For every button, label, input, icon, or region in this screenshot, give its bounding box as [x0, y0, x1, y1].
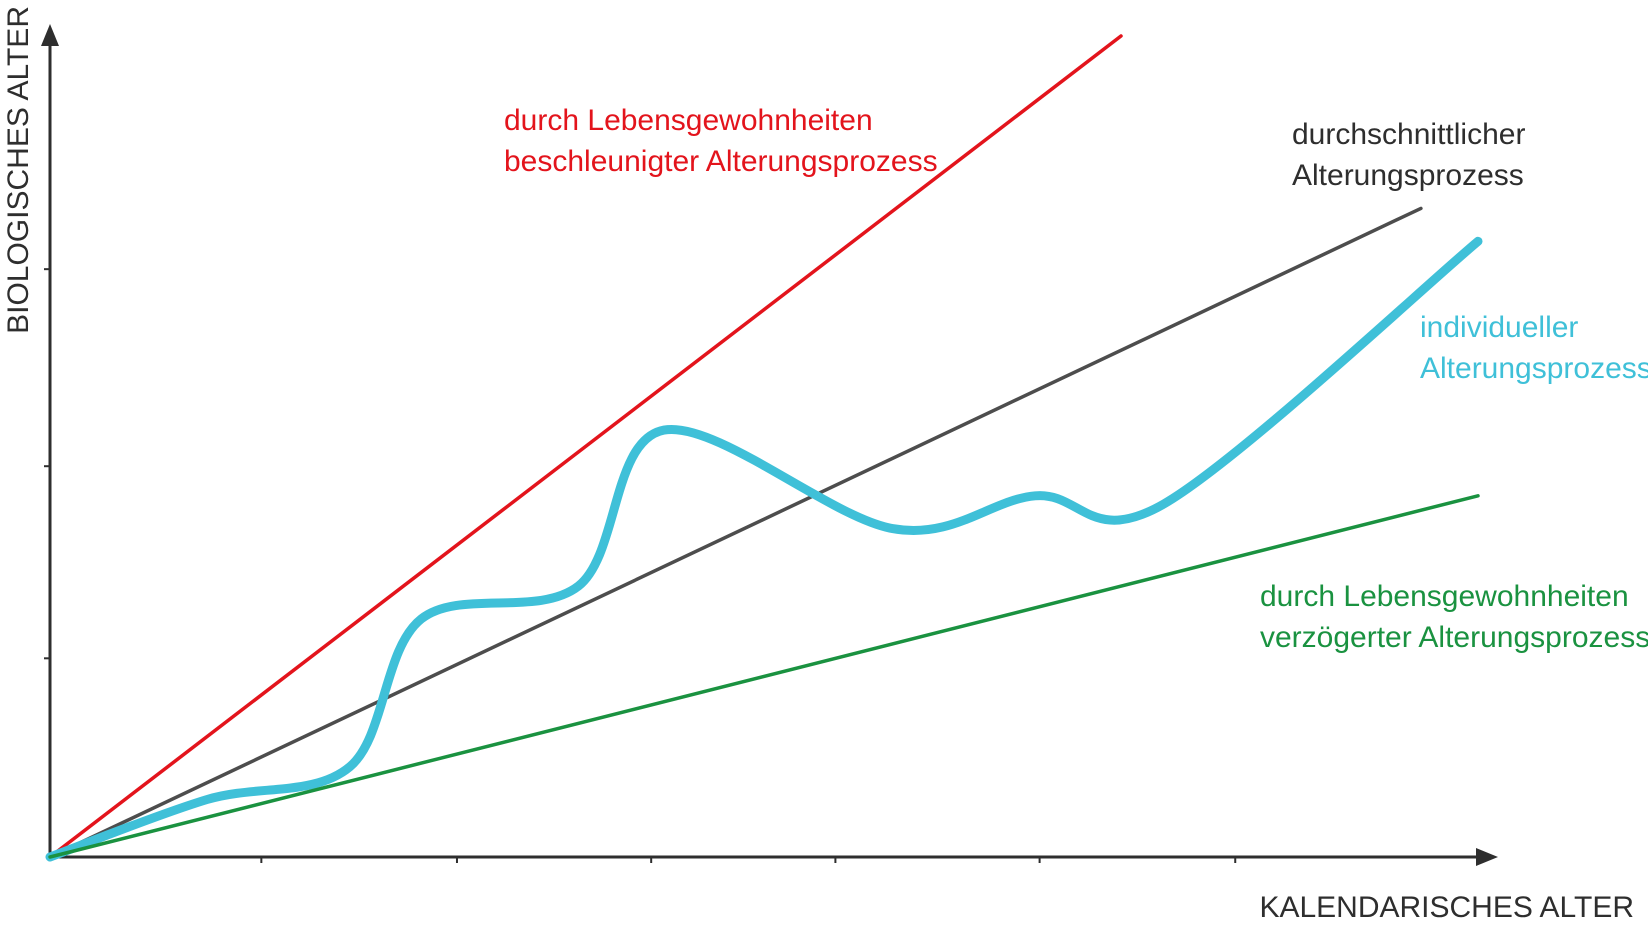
series-label-delayed-line-1: durch Lebensgewohnheiten: [1260, 580, 1629, 613]
series-label-individual-line-1: individueller: [1420, 311, 1578, 344]
x-axis-label: KALENDARISCHES ALTER: [1259, 891, 1634, 924]
series-label-delayed-line-2: verzögerter Alterungsprozess: [1260, 621, 1648, 654]
series-line-individual: [45, 236, 1483, 862]
series-label-accelerated: durch Lebensgewohnheiten beschleunigter …: [504, 104, 938, 178]
series-label-individual: individueller Alterungsprozess: [1420, 311, 1648, 385]
series-label-individual-line-2: Alterungsprozess: [1420, 352, 1648, 385]
series-layer: [45, 34, 1483, 862]
x-axis-ticks: [260, 857, 1237, 863]
axes: [41, 24, 1498, 866]
series-line-average: [48, 206, 1423, 859]
series-line-accelerated: [48, 34, 1123, 859]
series-label-accelerated-line-1: durch Lebensgewohnheiten: [504, 104, 873, 137]
series-labels: durch Lebensgewohnheiten beschleunigter …: [2, 6, 1648, 924]
x-axis-arrow-icon: [1476, 848, 1498, 866]
y-axis-label: BIOLOGISCHES ALTER: [2, 6, 35, 334]
series-line-delayed: [48, 494, 1480, 859]
series-label-average: durchschnittlicher Alterungsprozess: [1292, 118, 1534, 192]
series-label-delayed: durch Lebensgewohnheiten verzögerter Alt…: [1260, 580, 1648, 654]
series-label-accelerated-line-2: beschleunigter Alterungsprozess: [504, 145, 938, 178]
y-axis-ticks: [44, 268, 50, 660]
y-axis-arrow-icon: [41, 24, 59, 46]
series-label-average-line-2: Alterungsprozess: [1292, 159, 1524, 192]
series-label-average-line-1: durchschnittlicher: [1292, 118, 1525, 151]
